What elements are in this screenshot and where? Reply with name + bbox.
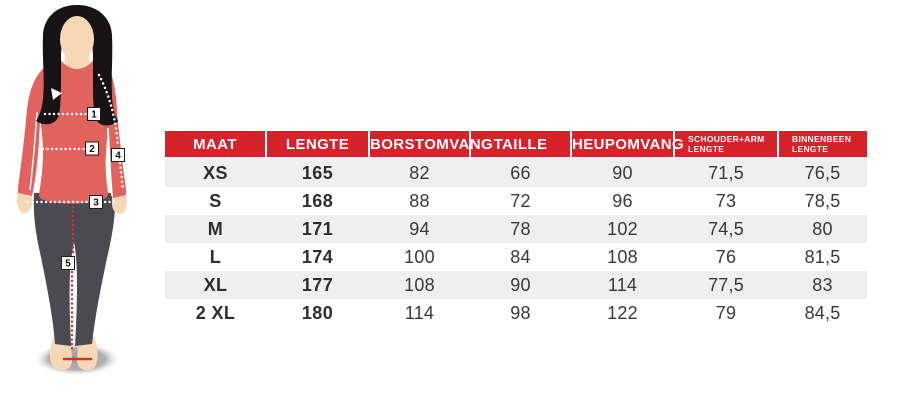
left-foot: [49, 338, 72, 370]
cell-binnenbeen: 81,5: [804, 246, 841, 267]
col-header-label-line1: BINNENBEEN: [792, 133, 852, 144]
measurement-marker-2: 2: [85, 141, 99, 156]
woman-face: [60, 16, 94, 62]
col-header-schouder-arm-lengte: SCHOUDER+ARM LENGTE: [674, 131, 779, 159]
col-header-borstomvang: BORSTOMVANG: [369, 131, 493, 159]
cell-taille: 78: [510, 218, 531, 239]
table-row-2xl: 2 XL 180 114 98 122 79 84,5: [165, 299, 867, 327]
woman-figure-svg: 1 2 3 4 5: [17, 5, 127, 376]
cell-binnenbeen: 80: [812, 218, 833, 239]
col-header-label-line1: SCHOUDER+ARM: [688, 133, 765, 144]
left-sleeve: [18, 71, 41, 196]
col-header-label: MAAT: [193, 135, 237, 153]
cell-taille: 90: [510, 274, 531, 295]
header-row: MAAT LENGTE BORSTOMVANG TAILLE HEUPOMVAN…: [165, 131, 867, 159]
cell-binnenbeen: 78,5: [804, 190, 841, 211]
cell-maat: M: [207, 218, 224, 239]
col-header-label: TAILLE: [493, 135, 548, 153]
size-table-container: MAAT LENGTE BORSTOMVANG TAILLE HEUPOMVAN…: [165, 131, 867, 327]
cell-maat: XS: [203, 162, 228, 183]
right-foot: [77, 337, 98, 371]
cell-schouder-arm: 73: [715, 190, 737, 211]
cell-maat: S: [209, 190, 222, 211]
cell-binnenbeen: 83: [812, 274, 833, 295]
cell-taille: 98: [510, 302, 531, 323]
cell-heupomvang: 90: [612, 162, 633, 183]
marker-number: 5: [65, 259, 71, 270]
table-row-m: M 171 94 78 102 74,5 80: [165, 215, 867, 243]
brand-logo-icon: [51, 88, 62, 100]
col-header-label: HEUPOMVANG: [572, 135, 685, 153]
cell-binnenbeen: 84,5: [804, 302, 841, 323]
cell-taille: 84: [510, 246, 531, 267]
cell-heupomvang: 122: [607, 302, 638, 323]
leggings: [33, 193, 116, 346]
measurement-marker-5: 5: [61, 256, 75, 270]
cell-lengte: 177: [301, 274, 334, 295]
inner-leg-measure-line: [70, 205, 75, 352]
cell-schouder-arm: 71,5: [708, 162, 744, 183]
cell-schouder-arm: 79: [715, 302, 737, 323]
measurement-marker-1: 1: [87, 107, 101, 121]
cell-borstomvang: 88: [409, 190, 430, 211]
cell-maat: XL: [203, 274, 228, 295]
table-row-xl: XL 177 108 90 114 77,5 83: [165, 271, 867, 299]
cell-lengte: 171: [301, 218, 334, 239]
col-header-heupomvang: HEUPOMVANG: [571, 131, 684, 159]
cell-binnenbeen: 76,5: [804, 162, 841, 183]
table-row-l: L 174 100 84 108 76 81,5: [165, 243, 867, 271]
marker-number: 3: [93, 198, 99, 209]
col-header-label-line2: LENGTE: [792, 144, 829, 154]
col-header-label: BORSTOMVANG: [370, 135, 494, 153]
cell-schouder-arm: 76: [715, 246, 737, 267]
cell-lengte: 174: [301, 246, 334, 267]
cell-maat: 2 XL: [195, 302, 236, 323]
col-header-label: LENGTE: [285, 135, 350, 153]
cell-heupomvang: 114: [607, 274, 638, 295]
measurement-marker-3: 3: [89, 195, 103, 209]
marker-number: 1: [91, 110, 97, 121]
cell-maat: L: [209, 246, 222, 267]
cell-borstomvang: 108: [404, 274, 435, 295]
measurement-marker-4: 4: [111, 148, 125, 162]
cell-borstomvang: 114: [404, 302, 435, 323]
left-arm-gap: [29, 111, 38, 191]
table-row-xs: XS 165 82 66 90 71,5 76,5: [165, 158, 867, 187]
right-arm-gap: [107, 127, 113, 197]
marker-number: 4: [115, 151, 121, 162]
cell-taille: 66: [510, 162, 531, 183]
cell-lengte: 165: [301, 162, 334, 183]
cell-schouder-arm: 74,5: [708, 218, 744, 239]
cell-lengte: 168: [301, 190, 334, 211]
col-header-label-line2: LENGTE: [688, 144, 725, 154]
cell-heupomvang: 108: [607, 246, 638, 267]
table-row-s: S 168 88 72 96 73 78,5: [165, 187, 867, 215]
figure-illustration: 1 2 3 4 5: [0, 0, 165, 420]
col-header-binnenbeen-lengte: BINNENBEEN LENGTE: [778, 131, 867, 159]
shoulder-arm-measure-line: [97, 73, 125, 192]
size-table: MAAT LENGTE BORSTOMVANG TAILLE HEUPOMVAN…: [165, 131, 867, 327]
col-header-taille: TAILLE: [470, 131, 572, 159]
cell-taille: 72: [510, 190, 531, 211]
left-hand: [17, 190, 32, 214]
cell-borstomvang: 82: [409, 162, 430, 183]
cell-borstomvang: 94: [409, 218, 430, 239]
col-header-maat: MAAT: [165, 131, 267, 159]
marker-number: 2: [89, 144, 95, 155]
col-header-lengte: LENGTE: [266, 131, 370, 159]
cell-heupomvang: 96: [612, 190, 633, 211]
cell-schouder-arm: 77,5: [708, 274, 744, 295]
cell-heupomvang: 102: [607, 218, 638, 239]
cell-lengte: 180: [301, 302, 334, 323]
cell-borstomvang: 100: [404, 246, 435, 267]
